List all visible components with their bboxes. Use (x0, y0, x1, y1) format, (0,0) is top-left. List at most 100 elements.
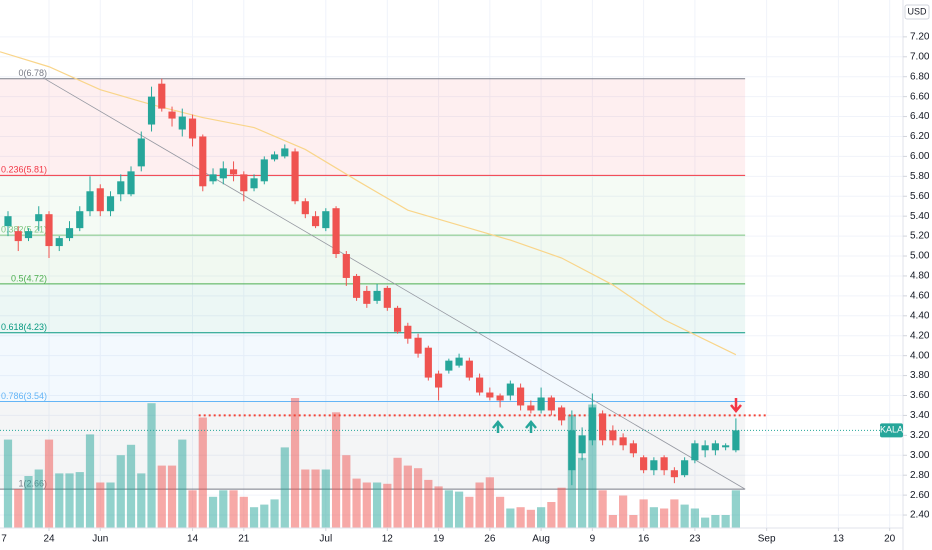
volume-bar (516, 507, 525, 528)
volume-bar (301, 469, 310, 528)
volume-bar (290, 398, 300, 528)
volume-bar (208, 496, 218, 528)
x-tick-label: 24 (43, 534, 55, 545)
candle-body (445, 360, 453, 371)
currency-box (904, 4, 930, 20)
candle-body (117, 181, 125, 195)
candle-body (547, 397, 555, 411)
fib-label: 0.382(5.21) (1, 224, 47, 234)
axis-bg (903, 0, 932, 550)
x-tick-label: 19 (433, 534, 445, 545)
candle-body (681, 460, 689, 476)
currency: USD (907, 6, 927, 16)
candle-body (568, 430, 576, 471)
candle-body (55, 238, 63, 247)
volume-bar (198, 417, 207, 528)
candle-body (4, 216, 12, 227)
candle-body (722, 445, 730, 448)
y-tick-label: 4.60 (910, 291, 930, 302)
y-tick-label: 3.00 (910, 450, 930, 461)
y-tick-label: 6.00 (910, 151, 930, 162)
annotations (492, 398, 742, 433)
volume-bar (147, 403, 156, 528)
candle-body (96, 188, 104, 212)
candle-body (250, 178, 258, 189)
candle-body (270, 154, 279, 160)
volume-bar (454, 491, 464, 528)
fib-zone (0, 332, 746, 402)
volume-bar (229, 490, 238, 528)
fib-zone (0, 283, 746, 333)
volume-bar (44, 439, 54, 528)
volume-bar (106, 482, 115, 528)
volume-bar (75, 472, 84, 528)
y-tick-label: 2.40 (910, 510, 930, 521)
plot-area: 0(6.78) 0.236(5.81) 0.382(5.21) 0.5(4.72) 0.… (0, 0, 903, 528)
candle-body (496, 395, 504, 401)
x-tick-label: 26 (484, 534, 496, 545)
y-tick-label: 2.60 (910, 490, 930, 501)
candle-body (455, 357, 463, 366)
y-tick-label: 3.60 (910, 390, 930, 401)
candle-body (434, 373, 443, 388)
candle-body (260, 159, 268, 182)
candle-body (24, 231, 33, 239)
candle-body (517, 387, 525, 406)
candle-body (137, 138, 145, 167)
volume-bar (711, 515, 720, 528)
candle-body (178, 116, 186, 130)
y-tick-label: 5.80 (910, 171, 930, 182)
volume-bar (547, 502, 556, 528)
volume-bar (219, 490, 228, 528)
x-tick-label: 9 (590, 534, 596, 545)
candle-body (527, 405, 535, 411)
candle-body (588, 407, 596, 441)
y-tick-label: 5.20 (910, 231, 930, 242)
volume-bar (96, 482, 105, 528)
volume-bar (239, 496, 248, 528)
volume-bar (157, 465, 166, 528)
candle-body (240, 174, 248, 192)
x-tick-label: 21 (238, 534, 250, 545)
y-tick-label: 6.40 (910, 111, 930, 122)
candle-body (640, 457, 648, 471)
volume-bar (465, 496, 474, 528)
volume-bar (434, 486, 443, 528)
candle-body (650, 460, 658, 471)
candle-body (670, 470, 678, 478)
fib-label: 0.5(4.72) (11, 273, 47, 283)
volume-bar (731, 490, 740, 528)
volume-bar (34, 469, 43, 528)
y-tick-label: 7.00 (910, 51, 930, 62)
candle-body (301, 201, 309, 215)
volume-bar (495, 496, 505, 528)
volume-bar (619, 495, 628, 528)
volume-bar (342, 455, 351, 528)
x-tick-label: 14 (187, 534, 199, 545)
candle-body (209, 174, 217, 182)
candle-body (619, 437, 627, 446)
candle-body (393, 307, 402, 332)
symbol-tag (880, 423, 903, 438)
trend-line (42, 77, 746, 490)
volume-bar (670, 499, 679, 528)
volume-bar (721, 515, 730, 528)
arrow-up (492, 420, 504, 433)
volume-bar (424, 479, 433, 528)
candle-body (363, 290, 371, 304)
candle-body (45, 214, 53, 247)
volume-bar (588, 404, 597, 528)
y-tick-label: 5.00 (910, 251, 930, 262)
fib-zone (0, 78, 746, 176)
y-tick-label: 3.40 (910, 410, 930, 421)
volume-bar (639, 499, 648, 528)
volume-bar (393, 457, 402, 528)
candle-body (332, 208, 340, 255)
volume-bar (249, 507, 259, 528)
volume-bar (270, 499, 279, 528)
x-tick-label: Jun (92, 534, 108, 545)
candle-body (373, 290, 381, 301)
arrow-up (525, 420, 537, 433)
x-tick-label: 23 (689, 534, 701, 545)
